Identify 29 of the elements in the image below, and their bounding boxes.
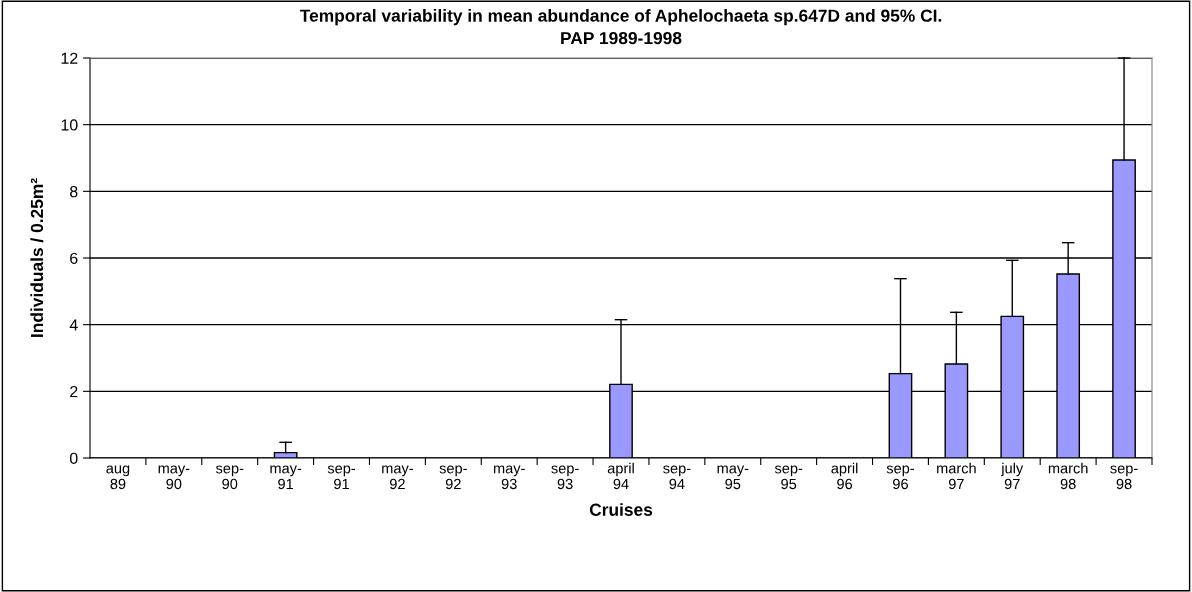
x-tick-label: sep- 95 xyxy=(774,465,803,490)
x-tick-label: sep- 93 xyxy=(551,465,579,490)
chart-title: Temporal variability in mean abundance of Aphelochaeta sp.647D and 95% CI. PAP 1989-1998 xyxy=(299,9,942,45)
x-tick-label: sep- 91 xyxy=(327,465,356,490)
x-axis-title: Cruises xyxy=(589,503,653,516)
x-tick-label: april 94 xyxy=(607,462,634,490)
x-tick-label: sep- 90 xyxy=(215,465,244,490)
x-tick-label: may- 92 xyxy=(382,465,413,490)
y-tick-label: 2 xyxy=(70,385,78,398)
x-tick-label: sep- 94 xyxy=(663,465,691,490)
x-tick-label: may- 93 xyxy=(493,465,525,490)
x-tick-label: sep- 92 xyxy=(439,465,467,490)
y-tick-label: 10 xyxy=(61,119,78,131)
x-tick-label: april 96 xyxy=(831,462,858,490)
x-tick-label: may- 90 xyxy=(158,465,190,490)
x-tick-label: may- 91 xyxy=(270,465,302,490)
x-tick-label: sep- 98 xyxy=(1110,465,1138,490)
x-tick-label: march 97 xyxy=(937,462,976,490)
y-axis-title: Individuals / 0.25m² xyxy=(30,178,44,337)
x-tick-label: sep- 96 xyxy=(886,465,915,490)
x-tick-label: aug 89 xyxy=(106,465,130,490)
x-tick-label: may- 95 xyxy=(717,465,749,490)
x-tick-label: july 97 xyxy=(1000,462,1024,490)
y-tick-label: 0 xyxy=(69,452,78,464)
y-tick-label: 4 xyxy=(69,319,78,331)
x-tick-label: march 98 xyxy=(1048,462,1088,490)
y-tick-label: 12 xyxy=(61,52,78,64)
y-tick-label: 8 xyxy=(70,185,78,198)
y-tick-label: 6 xyxy=(70,252,78,264)
